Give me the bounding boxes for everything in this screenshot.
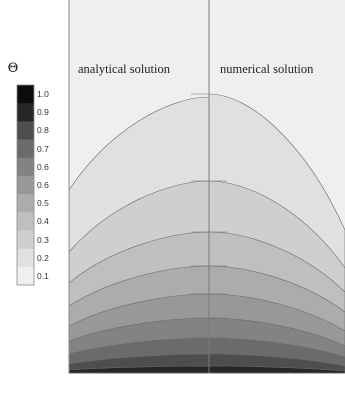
- colorbar-swatch: [17, 157, 34, 177]
- colorbar-swatch: [17, 121, 34, 140]
- contour-band-right-0.9: [190, 365, 345, 374]
- colorbar-tick-label: 1.0: [37, 89, 49, 100]
- panel-label-numerical: numerical solution: [220, 62, 314, 76]
- colorbar-swatch: [17, 103, 34, 122]
- colorbar-frame: [16, 84, 35, 286]
- colorbar-tick-label: 0.7: [37, 143, 49, 154]
- colorbar-tick-label: 0.6: [37, 180, 49, 190]
- colorbar-tick-label: 0.1: [37, 270, 49, 281]
- colorbar-title: Θ: [7, 61, 19, 76]
- colorbar-tick-label: 0.5: [37, 198, 49, 209]
- colorbar-tick-label: 0.8: [37, 125, 49, 136]
- panel-label-analytical: analytical solution: [78, 62, 170, 76]
- colorbar-tick-label: 0.2: [37, 252, 49, 263]
- colorbar-swatch: [17, 85, 34, 104]
- colorbar-tick-label: 0.4: [37, 216, 49, 227]
- colorbar-tick-label: 0.6: [37, 161, 49, 172]
- colorbar-tick-label: 0.9: [37, 107, 49, 118]
- colorbar-tick-label: 0.3: [37, 234, 49, 245]
- colorbar-swatch: [17, 139, 34, 159]
- colorbar-swatch: [17, 230, 34, 250]
- colorbar-swatch: [17, 248, 34, 268]
- colorbar-swatch: [17, 175, 34, 195]
- colorbar-swatch: [17, 194, 34, 213]
- colorbar-swatch: [17, 212, 34, 231]
- colorbar-swatch: [17, 266, 34, 286]
